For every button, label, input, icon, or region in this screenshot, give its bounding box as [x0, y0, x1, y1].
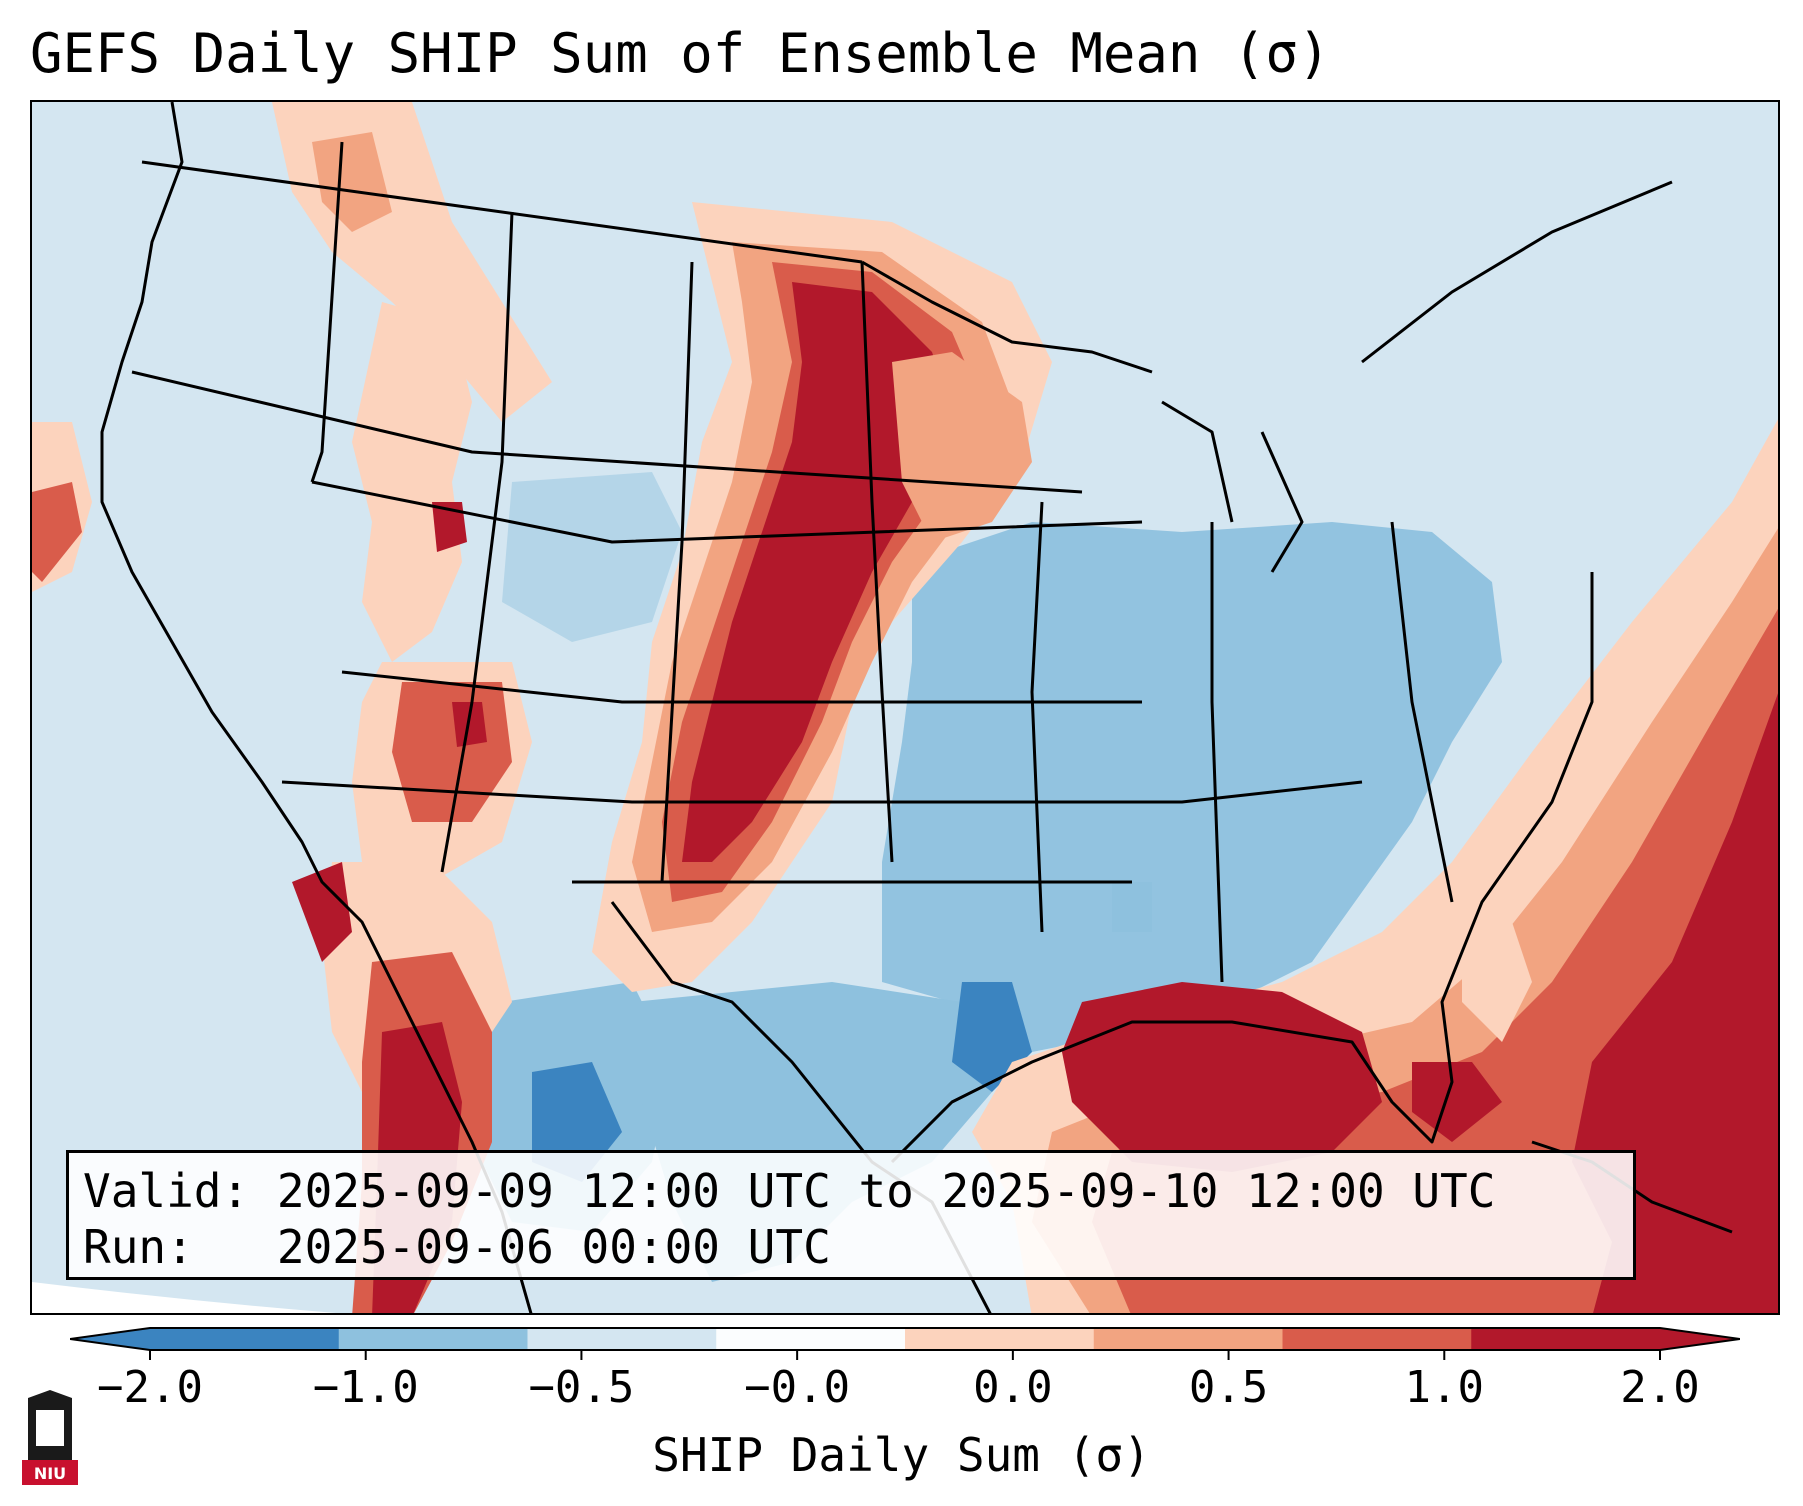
colorbar-segment [1282, 1328, 1472, 1350]
map-title: GEFS Daily SHIP Sum of Ensemble Mean (σ) [30, 22, 1331, 85]
dark-red-idaho [432, 502, 467, 552]
run-value: 2025-09-06 00:00 UTC [276, 1220, 831, 1274]
dark-red-plains [682, 282, 952, 862]
mid-red-upper-midwest [892, 352, 1032, 542]
great-lakes [1161, 400, 1304, 573]
run-line: Run: 2025-09-06 00:00 UTC [83, 1219, 1619, 1275]
colorbar-tick-label: 1.0 [1404, 1362, 1485, 1413]
colorbar-tick-label: 2.0 [1620, 1362, 1700, 1413]
colorbar-tick-label: 0.0 [973, 1362, 1053, 1413]
dark-red-gulf [1062, 982, 1382, 1172]
colorbar-tick-label: −1.0 [312, 1362, 419, 1413]
dark-red-baja [292, 862, 352, 962]
valid-line: Valid: 2025-09-09 12:00 UTC to 2025-09-1… [83, 1163, 1619, 1219]
state-line-row3 [341, 670, 1142, 704]
pacific-coastline [100, 102, 533, 1313]
valid-value: 2025-09-09 12:00 UTC to 2025-09-10 12:00… [276, 1164, 1496, 1218]
canada-border-east [861, 260, 1153, 374]
state-line-row2 [311, 480, 1143, 544]
colorbar-tick-label: 0.5 [1188, 1362, 1269, 1413]
colorbar-segment [338, 1328, 528, 1350]
boundaries [100, 102, 1733, 1313]
blue-pocket-rockies [502, 472, 682, 642]
canada-border [141, 160, 863, 264]
colorbar-tick-label: −2.0 [97, 1362, 203, 1413]
colorbar-segment [1471, 1328, 1661, 1350]
light-red-florida [1462, 922, 1532, 1042]
niu-logo: NIU [22, 1390, 78, 1485]
colorbar-extend-high [1660, 1328, 1740, 1350]
gulf-atlantic-coast [890, 572, 1594, 1164]
meridian-3 [660, 261, 694, 883]
meridian-7 [1390, 521, 1454, 903]
colorbar-segment [1093, 1328, 1283, 1350]
meridian-1 [310, 141, 344, 483]
dark-red-caribbean [1412, 1062, 1502, 1142]
mid-red-northwest [312, 132, 392, 232]
logo-text: NIU [34, 1464, 66, 1483]
colorbar-tick-label: −0.5 [528, 1362, 635, 1413]
logo-banner [22, 1460, 78, 1485]
colorbar-segment [527, 1328, 717, 1350]
valid-label: Valid: [83, 1164, 250, 1218]
colorbar-segment [905, 1328, 1095, 1350]
colorbar-tick-label: −0.0 [744, 1362, 851, 1413]
meridian-6 [1210, 522, 1224, 983]
blue-region-east [882, 522, 1502, 1052]
logo-roof-icon [28, 1390, 72, 1398]
meridian-4 [860, 261, 894, 863]
state-line-row1 [131, 370, 1083, 494]
meridian-2 [440, 211, 514, 873]
meridian-5 [1030, 501, 1044, 933]
validity-info-box: Valid: 2025-09-09 12:00 UTC to 2025-09-1… [66, 1150, 1636, 1280]
colorbar-segment [716, 1328, 906, 1350]
map-panel [30, 100, 1780, 1315]
colorbar [70, 1327, 1740, 1360]
run-label: Run: [83, 1220, 194, 1274]
light-red-great-basin [352, 302, 472, 662]
logo-window-icon [36, 1410, 64, 1446]
red-pacific [32, 482, 82, 582]
st-lawrence [1361, 180, 1673, 364]
map-canvas [32, 102, 1778, 1313]
colorbar-segment [150, 1328, 340, 1350]
colorbar-label: SHIP Daily Sum (σ) [652, 1428, 1151, 1482]
blue-pocket-arkansas [1112, 882, 1152, 932]
colorbar-extend-low [70, 1328, 150, 1350]
